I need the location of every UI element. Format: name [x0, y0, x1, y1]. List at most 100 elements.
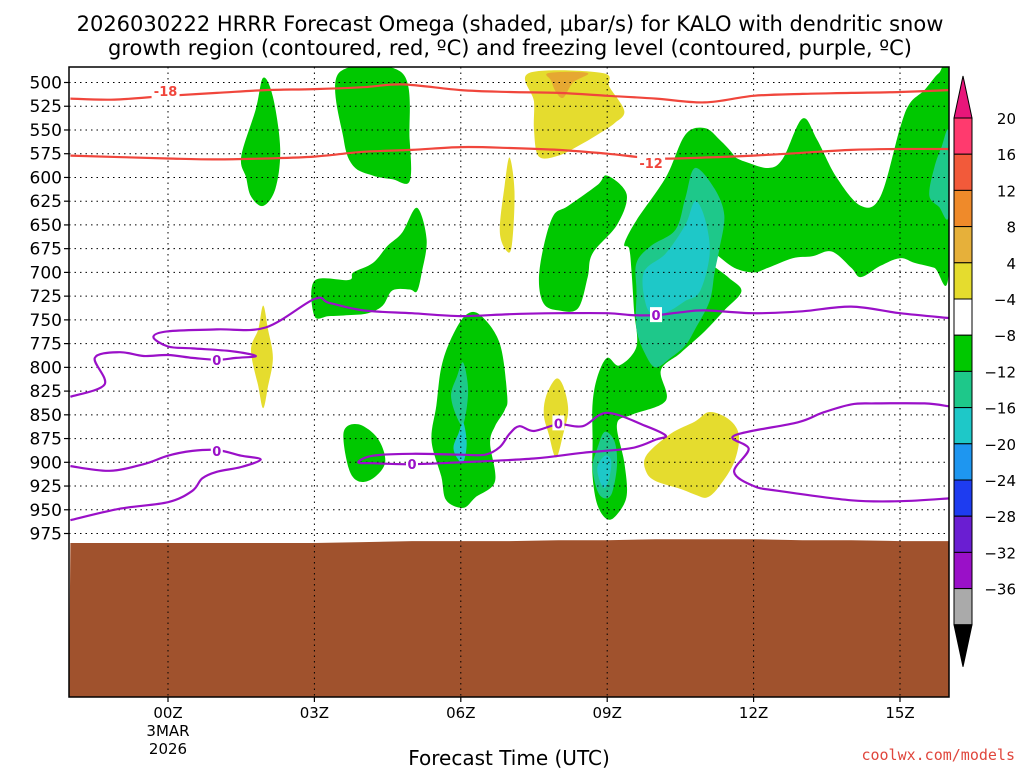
y-tick-label: 650	[30, 216, 62, 236]
y-tick-label: 500	[30, 74, 62, 94]
omega-region-cyan	[642, 201, 710, 316]
freezing-label-bg	[210, 442, 223, 458]
colorbar-label: 4	[1006, 255, 1016, 273]
colorbar-swatch	[953, 189, 973, 228]
colorbar-swatch	[953, 117, 973, 155]
freezing-level-contour	[731, 402, 949, 503]
dgz-label-lower: -12	[639, 157, 663, 172]
omega-region-orange	[546, 71, 589, 99]
freezing-label: 0	[212, 445, 221, 460]
colorbar-swatch	[953, 479, 973, 517]
x-tick-label: 15Z	[885, 704, 914, 722]
y-tick-label: 825	[30, 382, 62, 402]
colorbar-label: 12	[997, 182, 1016, 200]
colorbar-swatch	[953, 370, 973, 409]
colorbar-swatch	[953, 551, 973, 590]
y-tick-label: 800	[30, 358, 62, 378]
omega-region-yellow	[499, 157, 515, 253]
y-tick-label: 775	[30, 335, 62, 355]
x-tick-sublabel: 2026	[149, 740, 187, 758]
y-tick-label: 850	[30, 406, 62, 426]
y-tick-label: 600	[30, 168, 62, 188]
colorbar-label: −32	[984, 544, 1016, 562]
colorbar: 20 16 12 8 4 −4 −8 −12 −16 −20 −24 −28 −32 −36	[953, 75, 1016, 667]
colorbar-swatch	[953, 298, 973, 336]
omega-region-cyan	[597, 455, 612, 489]
dgz-label-upper: -18	[154, 85, 178, 100]
chart-title-line1: 2026030222 HRRR Forecast Omega (shaded, …	[77, 12, 944, 36]
omega-region-green	[343, 423, 386, 483]
omega-region-cyan	[453, 422, 467, 463]
contour-lines	[70, 83, 949, 522]
freezing-label: 0	[554, 417, 563, 432]
colorbar-swatch	[953, 407, 973, 445]
y-tick-label: 550	[30, 121, 62, 141]
x-tick-label: 12Z	[739, 704, 768, 722]
freezing-label-bg	[552, 415, 565, 431]
freezing-level-contour	[357, 411, 668, 466]
dgz-label-lower-bg	[637, 155, 666, 171]
credit-text: coolwx.com/models	[861, 746, 1015, 764]
x-tick-label: 09Z	[593, 704, 622, 722]
y-tick-label: 750	[30, 311, 62, 331]
x-axis-label: Forecast Time (UTC)	[408, 746, 610, 768]
colorbar-label: −20	[984, 436, 1016, 454]
y-tick-label: 925	[30, 477, 62, 497]
freezing-level-contour	[70, 448, 262, 522]
colorbar-label: −8	[994, 327, 1016, 345]
plot-frame	[68, 66, 950, 698]
y-tick-label: 900	[30, 453, 62, 473]
freezing-label: 0	[407, 458, 416, 473]
x-tick-sublabel: 3MAR	[146, 722, 189, 740]
omega-region-teal	[450, 362, 469, 426]
colorbar-swatch	[953, 334, 973, 372]
y-tick-label: 725	[30, 287, 62, 307]
colorbar-label: −28	[984, 508, 1016, 526]
x-tick-label: 00Z	[153, 704, 182, 722]
colorbar-bottom-arrow	[953, 624, 973, 667]
omega-region-green	[690, 67, 949, 286]
colorbar-label: −12	[984, 363, 1016, 381]
omega-region-green	[311, 207, 427, 319]
x-tick-label: 03Z	[300, 704, 329, 722]
contour-labels: -18 -12 0 0 0 0 0	[151, 83, 666, 473]
freezing-level-contour	[70, 296, 949, 398]
omega-region-green	[538, 175, 627, 312]
colorbar-swatch	[953, 588, 973, 626]
colorbar-swatch	[953, 226, 973, 264]
colorbar-label: −16	[984, 400, 1016, 418]
colorbar-swatch	[953, 443, 973, 481]
y-tick-label: 675	[30, 240, 62, 260]
omega-region-teal	[929, 129, 949, 220]
y-tick-label: 625	[30, 192, 62, 212]
y-tick-label: 575	[30, 145, 62, 165]
omega-shading	[69, 67, 949, 697]
colorbar-top-arrow	[953, 75, 973, 119]
freezing-label-bg	[406, 456, 418, 472]
omega-region-yellow	[524, 70, 625, 159]
colorbar-label: 8	[1006, 219, 1016, 237]
chart-title-line2: growth region (contoured, red, ºC) and f…	[108, 36, 912, 60]
colorbar-swatch	[953, 515, 973, 553]
freezing-label-bg	[210, 351, 223, 367]
y-tick-label: 700	[30, 263, 62, 283]
dgz-contour-upper	[70, 83, 949, 104]
terrain-band	[69, 539, 949, 697]
colorbar-swatch	[953, 262, 973, 300]
colorbar-label: −36	[984, 581, 1016, 599]
y-tick-label: 875	[30, 430, 62, 450]
y-tick-label: 525	[30, 97, 62, 117]
colorbar-label: 16	[997, 146, 1016, 164]
omega-region-yellow	[251, 305, 273, 409]
freezing-label-bg	[650, 307, 662, 323]
omega-region-green	[240, 77, 281, 207]
omega-region-green	[335, 67, 412, 184]
freezing-label: 0	[651, 309, 660, 324]
colorbar-swatch	[953, 153, 973, 191]
dgz-contour-lower	[70, 145, 949, 161]
colorbar-label: 20	[997, 110, 1016, 128]
x-tick-label: 06Z	[446, 704, 475, 722]
colorbar-label: −4	[994, 291, 1016, 309]
